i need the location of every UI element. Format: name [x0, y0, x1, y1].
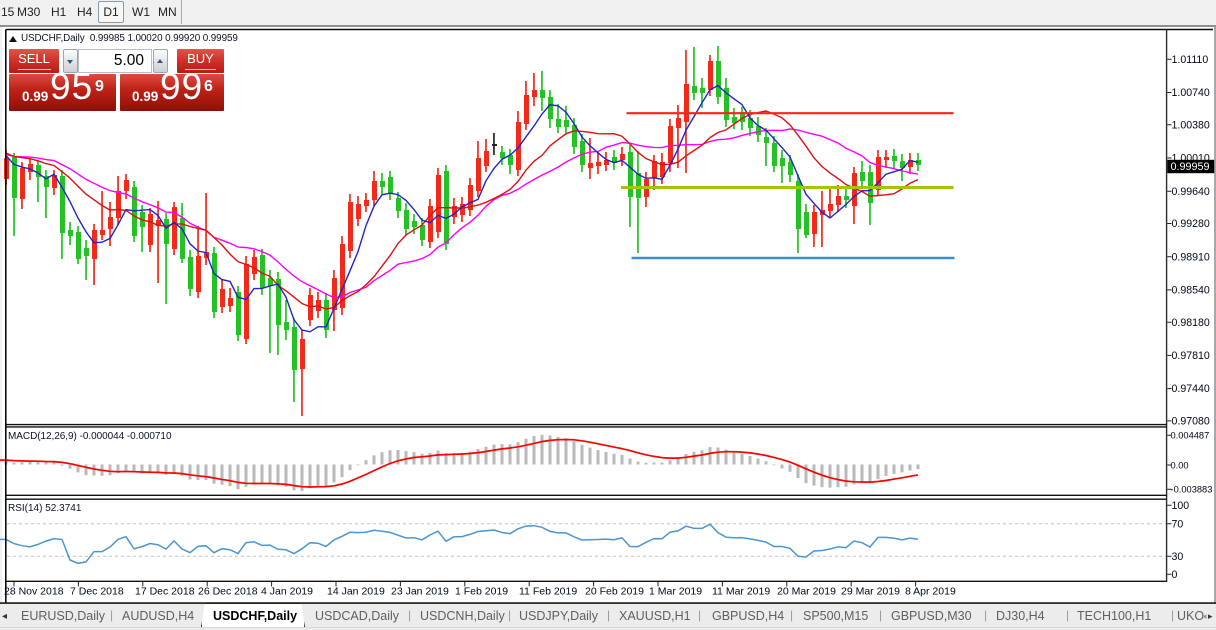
- svg-text:0.99959: 0.99959: [1171, 161, 1210, 173]
- svg-text:1.00740: 1.00740: [1172, 87, 1210, 99]
- svg-text:1 Feb 2019: 1 Feb 2019: [455, 586, 508, 598]
- svg-text:8 Apr 2019: 8 Apr 2019: [905, 586, 956, 598]
- svg-text:0.98540: 0.98540: [1172, 285, 1210, 297]
- svg-text:4 Jan 2019: 4 Jan 2019: [261, 586, 313, 598]
- svg-text:17 Dec 2018: 17 Dec 2018: [135, 586, 195, 598]
- svg-text:29 Mar 2019: 29 Mar 2019: [841, 586, 900, 598]
- svg-text:23 Jan 2019: 23 Jan 2019: [391, 586, 449, 598]
- svg-text:0.97080: 0.97080: [1172, 416, 1210, 428]
- svg-text:0: 0: [1172, 569, 1178, 581]
- svg-text:0.98180: 0.98180: [1172, 317, 1210, 329]
- svg-text:11 Mar 2019: 11 Mar 2019: [712, 586, 770, 598]
- svg-text:0.97440: 0.97440: [1172, 383, 1210, 395]
- svg-text:70: 70: [1172, 518, 1184, 530]
- svg-text:20 Mar 2019: 20 Mar 2019: [777, 586, 836, 598]
- svg-text:0.00: 0.00: [1171, 460, 1189, 470]
- svg-text:0.98910: 0.98910: [1172, 251, 1210, 263]
- svg-text:0.99280: 0.99280: [1172, 218, 1210, 230]
- svg-text:14 Jan 2019: 14 Jan 2019: [327, 586, 385, 598]
- svg-text:28 Nov 2018: 28 Nov 2018: [4, 586, 64, 598]
- svg-text:30: 30: [1172, 551, 1184, 563]
- svg-text:0.004487: 0.004487: [1171, 431, 1210, 441]
- svg-text:-0.003883: -0.003883: [1171, 485, 1213, 495]
- svg-text:1.01110: 1.01110: [1172, 54, 1209, 66]
- svg-text:26 Dec 2018: 26 Dec 2018: [198, 586, 258, 598]
- svg-text:1.00380: 1.00380: [1172, 119, 1210, 131]
- svg-text:20 Feb 2019: 20 Feb 2019: [585, 586, 644, 598]
- svg-text:11 Feb 2019: 11 Feb 2019: [519, 586, 577, 598]
- svg-text:0.99640: 0.99640: [1172, 186, 1210, 198]
- svg-text:100: 100: [1172, 500, 1190, 512]
- svg-text:1 Mar 2019: 1 Mar 2019: [649, 586, 702, 598]
- svg-text:7 Dec 2018: 7 Dec 2018: [70, 586, 124, 598]
- svg-text:0.97810: 0.97810: [1172, 350, 1210, 362]
